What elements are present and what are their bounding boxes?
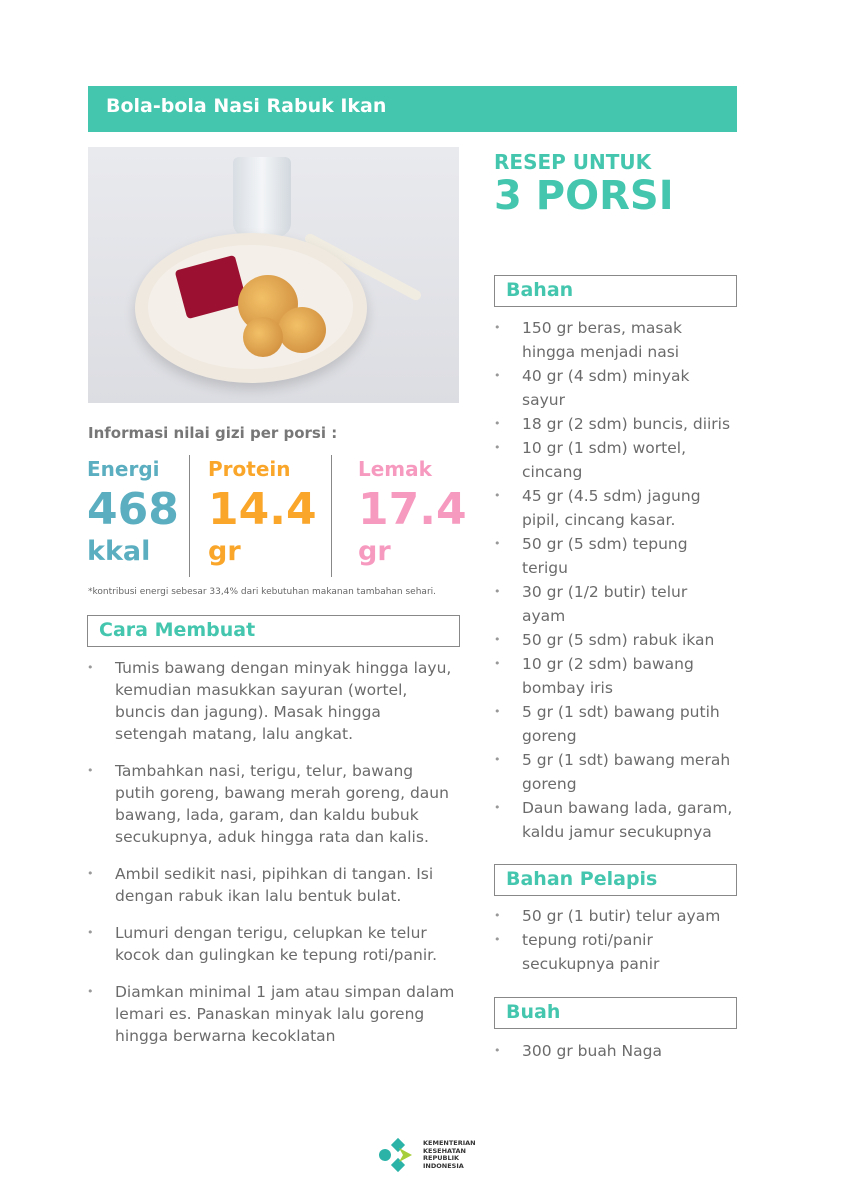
list-item: Diamkan minimal 1 jam atau simpan dalam … xyxy=(87,981,457,1047)
glass-of-water xyxy=(233,157,291,237)
fruit-list: 300 gr buah Naga xyxy=(494,1039,734,1063)
recipe-portions: RESEP UNTUK 3 PORSI xyxy=(494,150,674,219)
list-item: 50 gr (1 butir) telur ayam xyxy=(494,904,734,928)
list-item: Ambil sedikit nasi, pipihkan di tangan. … xyxy=(87,863,457,907)
nutrition-note: *kontribusi energi sebesar 33,4% dari ke… xyxy=(88,587,437,597)
ministry-logo: KEMENTERIAN KESEHATAN REPUBLIK INDONESIA xyxy=(379,1136,479,1174)
steps-heading: Cara Membuat xyxy=(87,615,460,647)
nutrition-energy: Energi 468 kkal xyxy=(87,457,179,567)
recipe-title: Bola-bola Nasi Rabuk Ikan xyxy=(88,86,737,132)
rice-ball xyxy=(243,317,283,357)
coating-list: 50 gr (1 butir) telur ayam tepung roti/p… xyxy=(494,904,734,976)
steps-list: Tumis bawang dengan minyak hingga layu, … xyxy=(87,657,457,1062)
list-item: Tambahkan nasi, terigu, telur, bawang pu… xyxy=(87,760,457,848)
nutrition-fat: Lemak 17.4 gr xyxy=(358,457,467,567)
list-item: tepung roti/panir secukupnya panir xyxy=(494,928,734,976)
list-item: 300 gr buah Naga xyxy=(494,1039,734,1063)
list-item: 5 gr (1 sdt) bawang putih goreng xyxy=(494,700,734,748)
list-item: 10 gr (1 sdm) wortel, cincang xyxy=(494,436,734,484)
fruit-heading: Buah xyxy=(494,997,737,1029)
list-item: Lumuri dengan terigu, celupkan ke telur … xyxy=(87,922,457,966)
list-item: 40 gr (4 sdm) minyak sayur xyxy=(494,364,734,412)
nutrition-protein: Protein 14.4 gr xyxy=(208,457,317,567)
divider xyxy=(331,455,332,577)
list-item: 10 gr (2 sdm) bawang bombay iris xyxy=(494,652,734,700)
ingredients-heading: Bahan xyxy=(494,275,737,307)
list-item: 50 gr (5 sdm) rabuk ikan xyxy=(494,628,734,652)
list-item: Daun bawang lada, garam, kaldu jamur sec… xyxy=(494,796,734,844)
list-item: Tumis bawang dengan minyak hingga layu, … xyxy=(87,657,457,745)
list-item: 150 gr beras, masak hingga menjadi nasi xyxy=(494,316,734,364)
ingredients-list: 150 gr beras, masak hingga menjadi nasi … xyxy=(494,316,734,844)
list-item: 45 gr (4.5 sdm) jagung pipil, cincang ka… xyxy=(494,484,734,532)
coating-heading: Bahan Pelapis xyxy=(494,864,737,896)
list-item: 30 gr (1/2 butir) telur ayam xyxy=(494,580,734,628)
divider xyxy=(189,455,190,577)
ministry-logo-icon xyxy=(379,1137,412,1173)
list-item: 18 gr (2 sdm) buncis, diiris xyxy=(494,412,734,436)
food-photo xyxy=(88,147,459,403)
list-item: 50 gr (5 sdm) tepung terigu xyxy=(494,532,734,580)
list-item: 5 gr (1 sdt) bawang merah goreng xyxy=(494,748,734,796)
nutrition-heading: Informasi nilai gizi per porsi : xyxy=(88,424,338,442)
rice-ball xyxy=(278,307,326,353)
